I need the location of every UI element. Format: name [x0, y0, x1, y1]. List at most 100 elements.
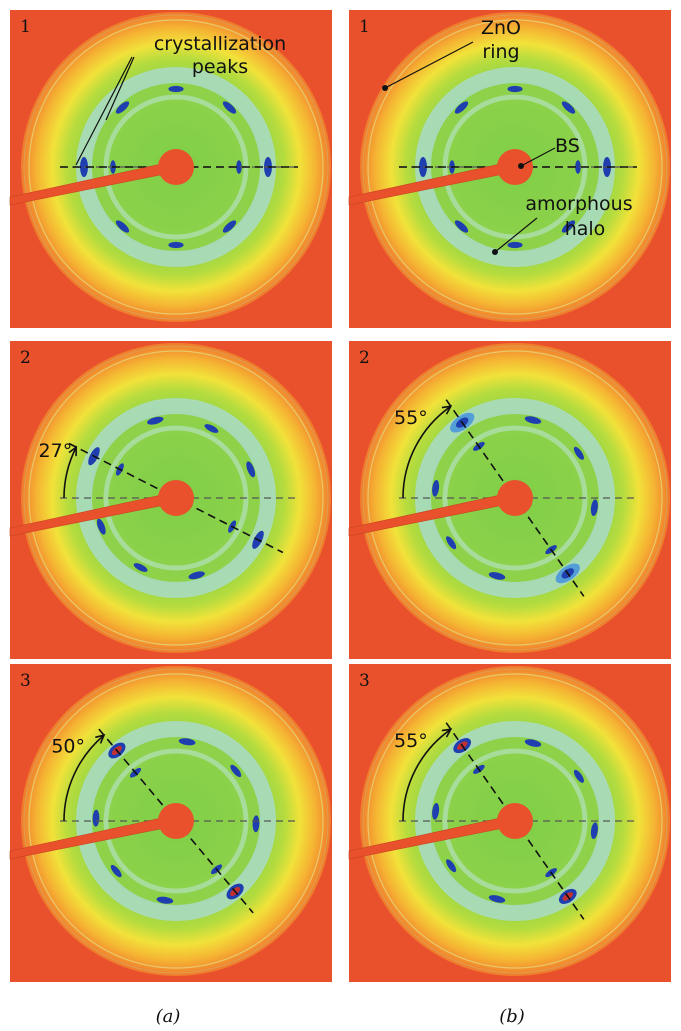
- crystallization-peak: [507, 85, 523, 93]
- peak-blob: [446, 859, 457, 873]
- angle-arc: [402, 405, 452, 499]
- peak-blob: [454, 101, 469, 114]
- crystallization-peak: [432, 479, 440, 497]
- peak-blob: [204, 424, 219, 433]
- crystallization-peak: [573, 769, 584, 783]
- zno-ring-line-outer: [23, 14, 329, 320]
- peak-blob: [92, 809, 100, 827]
- peak-blob: [133, 563, 148, 572]
- zno-ring-line: [367, 673, 663, 969]
- crystallization-peak: [561, 101, 576, 114]
- leader-line: [75, 56, 133, 166]
- crystallization-peak: [524, 739, 542, 747]
- crystallization-peak: [488, 572, 506, 580]
- peak-blob: [488, 572, 506, 580]
- crystallization-peak: [561, 220, 576, 233]
- panel-index-label: 2: [20, 348, 31, 368]
- crystallization-peak: [236, 160, 242, 174]
- annotation-zno: ZnO: [481, 17, 521, 39]
- peak-blob: [561, 220, 576, 233]
- peak-blob: [147, 416, 164, 425]
- peak-blob: [573, 769, 584, 783]
- beamstop-disk: [158, 149, 194, 185]
- crystallization-peak: [590, 822, 598, 840]
- angle-arc: [63, 446, 77, 499]
- annotation-halo: halo: [565, 218, 606, 240]
- beamstop-disk: [497, 480, 533, 516]
- crystallization-peak: [222, 101, 237, 114]
- leader-dot: [492, 249, 498, 255]
- crystallization-peak: [115, 101, 130, 114]
- peak-blob: [230, 764, 242, 778]
- zno-ring-line-outer: [362, 668, 668, 974]
- peak-blob: [507, 85, 523, 93]
- angle-label: 27°: [39, 440, 73, 462]
- crystallization-peak: [168, 241, 184, 249]
- crystallization-peak: [156, 896, 174, 904]
- crystallization-peak: [454, 101, 469, 114]
- peak-blob: [252, 815, 260, 833]
- beamstop-disk: [497, 803, 533, 839]
- crystallization-peak: [446, 859, 457, 873]
- crystallization-peak: [133, 563, 148, 572]
- crystallization-peak: [446, 536, 457, 550]
- annotation-amorphous: amorphous: [525, 193, 632, 215]
- panel-index-label: 3: [359, 671, 370, 691]
- caption-a: (a): [156, 1006, 181, 1027]
- angle-arrowhead: [95, 734, 106, 744]
- angle-label: 55°: [394, 407, 428, 429]
- leader-line: [384, 41, 474, 89]
- angle-arrowhead: [441, 728, 453, 738]
- zno-ring-line: [28, 673, 324, 969]
- angle-label: 50°: [51, 736, 85, 758]
- zno-ring-line-outer: [362, 345, 668, 651]
- crystallization-peak: [432, 802, 440, 820]
- peak-blob: [432, 802, 440, 820]
- crystallization-peak: [110, 864, 122, 878]
- crystallization-peak: [246, 461, 256, 478]
- crystallization-peak: [92, 809, 100, 827]
- panel-index-label: 1: [359, 17, 370, 37]
- leader-line: [105, 56, 135, 121]
- angle-label: 55°: [394, 730, 428, 752]
- leader-line: [494, 217, 538, 253]
- crystallization-peak: [230, 764, 242, 778]
- zno-ring-line-outer: [23, 668, 329, 974]
- peak-blob: [168, 85, 184, 93]
- panel-index-label: 3: [20, 671, 31, 691]
- peak-blob: [575, 160, 581, 174]
- angle-arrowhead: [441, 405, 453, 415]
- peak-blob: [110, 864, 122, 878]
- peak-blob: [115, 101, 130, 114]
- peak-blob: [590, 822, 598, 840]
- peak-blob: [188, 571, 205, 580]
- zno-ring-line: [28, 19, 324, 315]
- annotation-crystallization: crystallization: [154, 33, 286, 55]
- peak-blob: [246, 461, 256, 478]
- leader-dot: [518, 163, 524, 169]
- crystallization-peak: [204, 424, 219, 433]
- peak-blob: [488, 895, 506, 903]
- crystallization-peak: [115, 220, 130, 233]
- peak-blob: [561, 101, 576, 114]
- leader-line: [520, 147, 556, 167]
- crystallization-peak: [488, 895, 506, 903]
- peak-blob: [573, 446, 584, 460]
- panel-index-label: 2: [359, 348, 370, 368]
- peak-blob: [168, 241, 184, 249]
- peak-blob: [115, 220, 130, 233]
- peak-blob: [524, 739, 542, 747]
- crystallization-peak: [524, 416, 542, 424]
- panel-a2: 27° 2: [9, 341, 332, 659]
- panel-b2: 55° 2: [348, 341, 671, 659]
- panel-b3: 55° 3: [348, 664, 671, 982]
- peak-blob: [96, 518, 106, 535]
- crystallization-peak: [454, 220, 469, 233]
- crystallization-peak: [507, 241, 523, 249]
- crystallization-peak: [590, 499, 598, 517]
- crystallization-peak: [222, 220, 237, 233]
- angle-arc: [63, 734, 105, 822]
